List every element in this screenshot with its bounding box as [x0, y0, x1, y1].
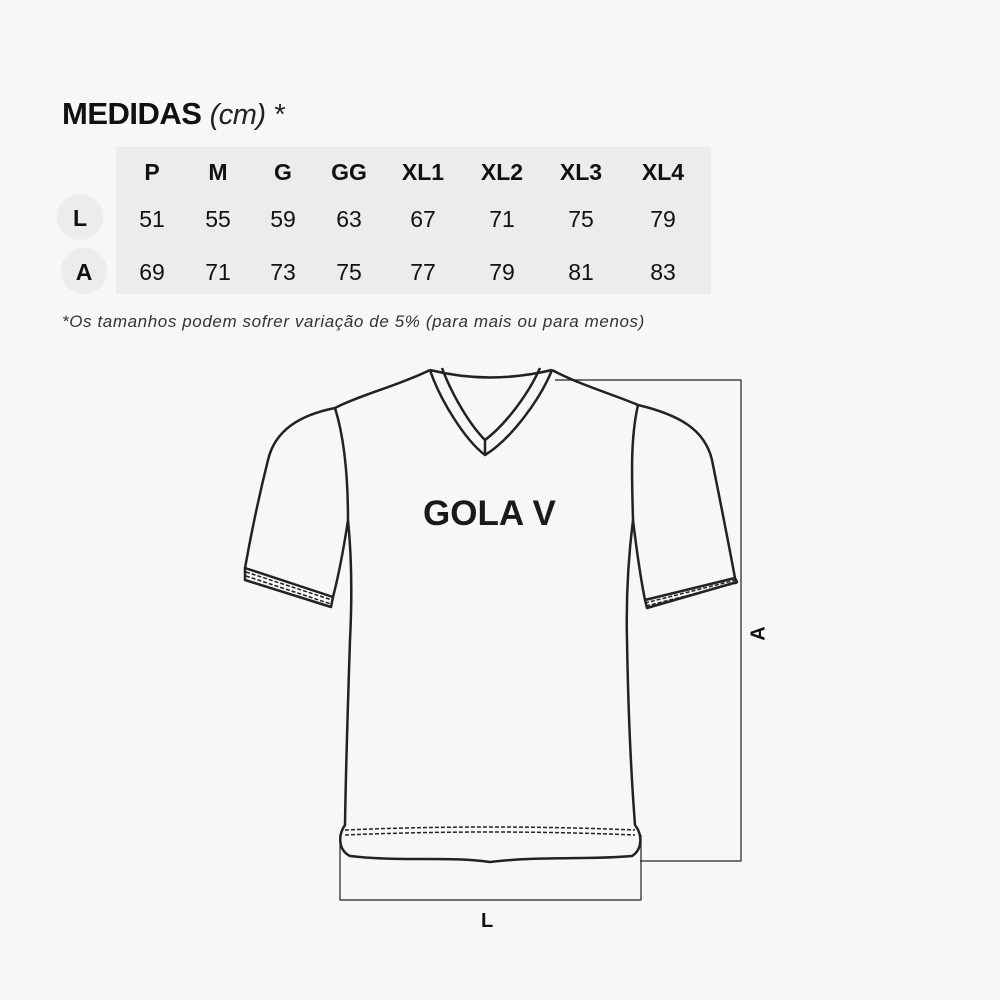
table-cell: 51: [139, 206, 165, 232]
collar-back: [429, 368, 553, 379]
title-main: MEDIDAS: [62, 96, 202, 131]
table-cell: 73: [270, 259, 296, 285]
left-cuff: [243, 568, 335, 609]
left-armhole: [333, 407, 350, 521]
size-header-xl1: XL1: [401, 159, 445, 185]
size-note: *Os tamanhos podem sofrer variação de 5%…: [62, 312, 645, 331]
height-label: A: [747, 626, 770, 641]
width-label: L: [481, 910, 494, 932]
table-cell: 59: [270, 206, 296, 232]
height-measure-line: [555, 379, 742, 862]
shirt-outline: [243, 368, 737, 864]
size-header-g: G: [274, 159, 292, 185]
table-cell: 71: [205, 259, 231, 285]
table-cell: 67: [410, 206, 436, 232]
size-header-gg: GG: [331, 159, 367, 185]
table-cell: 79: [650, 206, 676, 232]
table-cell: 55: [205, 206, 231, 232]
table-cell: 69: [139, 259, 165, 285]
table-cell: 79: [489, 259, 515, 285]
row-label-l: L: [57, 194, 103, 240]
size-header-xl2: XL2: [480, 159, 524, 185]
page-title: MEDIDAS (cm) *: [62, 96, 284, 132]
table-cell: 63: [336, 206, 362, 232]
table-cell: 75: [336, 259, 362, 285]
size-header-xl4: XL4: [641, 159, 685, 185]
table-cell: 81: [568, 259, 594, 285]
row-label-a: A: [61, 248, 107, 294]
size-header-p: P: [144, 159, 160, 185]
shirt-label: GOLA V: [423, 494, 556, 533]
table-cell: 75: [568, 206, 594, 232]
collar-inner: [440, 367, 542, 442]
size-header-m: M: [208, 159, 228, 185]
size-table: P M G GG XL1 XL2 XL3 XL4 51 55 59 63 67 71 75 79 69 71 73 7…: [116, 147, 711, 294]
width-measure-line: [339, 835, 642, 901]
right-armhole: [630, 404, 640, 521]
size-header-xl3: XL3: [559, 159, 603, 185]
table-cell: 77: [410, 259, 436, 285]
table-cell: 83: [650, 259, 676, 285]
table-cell: 71: [489, 206, 515, 232]
title-unit: (cm) *: [209, 99, 285, 131]
